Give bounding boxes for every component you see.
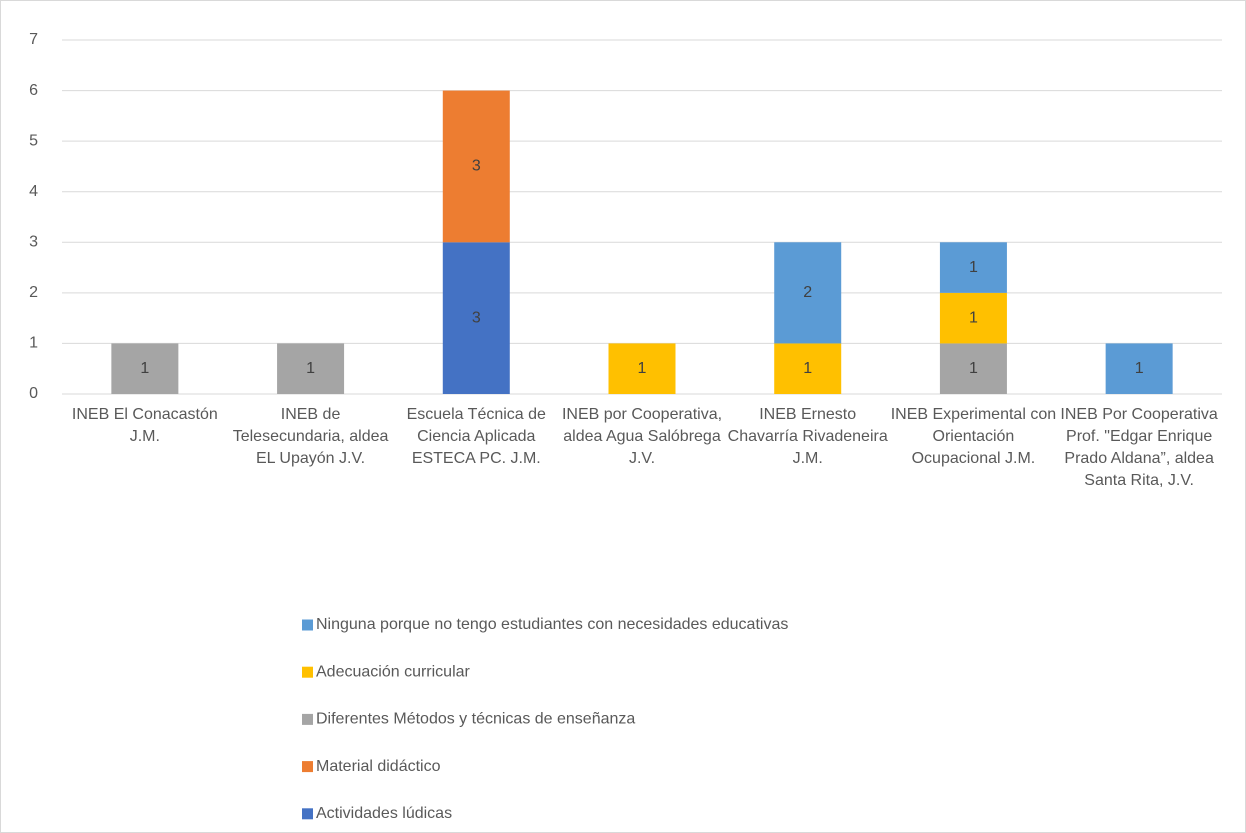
- x-tick-label: INEB de Telesecundaria, aldea EL Upayón …: [232, 406, 389, 467]
- legend-swatch: [302, 666, 313, 678]
- data-label: 1: [638, 360, 647, 377]
- bar-segment: [939, 242, 1007, 293]
- x-tick-label: INEB Ernesto Chavarría Rivadeneira J.M.: [727, 406, 888, 467]
- bar-segment: [939, 343, 1007, 394]
- x-tick-label: INEB por Cooperativa, aldea Agua Salóbre…: [561, 406, 723, 467]
- x-tick-label: Escuela Técnica de Ciencia Aplicada ESTE…: [406, 406, 546, 467]
- y-tick-label: 5: [29, 132, 38, 149]
- data-label: 1: [969, 360, 978, 377]
- legend-swatch: [302, 808, 313, 820]
- data-label: 3: [472, 309, 481, 326]
- x-tick-label: INEB Experimental con Orientación Ocupac…: [890, 406, 1057, 467]
- x-tick-label: INEB El Conacastón J.M.: [71, 406, 218, 445]
- bar-segment: [608, 343, 676, 394]
- data-label: 1: [969, 259, 978, 276]
- bar-segment: [1105, 343, 1173, 394]
- legend-swatch: [302, 619, 313, 631]
- bar-segment: [774, 242, 842, 344]
- y-tick-label: 3: [29, 234, 38, 251]
- legend-label: Ninguna porque no tengo estudiantes con …: [316, 616, 788, 633]
- y-tick-label: 6: [29, 82, 38, 99]
- y-tick-label: 4: [29, 183, 38, 200]
- legend-label: Adecuación curricular: [316, 663, 471, 680]
- legend-swatch: [302, 713, 313, 725]
- bar-segment: [442, 242, 510, 394]
- data-label: 3: [472, 158, 481, 175]
- legend-swatch: [302, 761, 313, 773]
- bar-segment: [442, 90, 510, 243]
- y-tick-label: 0: [29, 385, 38, 402]
- y-tick-label: 1: [29, 335, 38, 352]
- data-label: 1: [140, 360, 149, 377]
- data-label: 1: [306, 360, 315, 377]
- data-label: 1: [1135, 360, 1144, 377]
- bar-segment: [277, 343, 345, 394]
- y-tick-label: 7: [29, 31, 38, 48]
- bar-segment: [774, 343, 842, 394]
- legend-label: Actividades lúdicas: [316, 805, 452, 822]
- data-label: 1: [969, 309, 978, 326]
- bar-segment: [939, 292, 1007, 344]
- bar-segment: [111, 343, 179, 394]
- data-label: 1: [803, 360, 812, 377]
- x-tick-label: INEB Por Cooperativa Prof. "Edgar Enriqu…: [1060, 406, 1218, 489]
- legend-label: Diferentes Métodos y técnicas de enseñan…: [316, 711, 635, 728]
- legend-label: Material didáctico: [316, 758, 441, 775]
- y-tick-label: 2: [29, 284, 38, 301]
- data-label: 2: [803, 284, 812, 301]
